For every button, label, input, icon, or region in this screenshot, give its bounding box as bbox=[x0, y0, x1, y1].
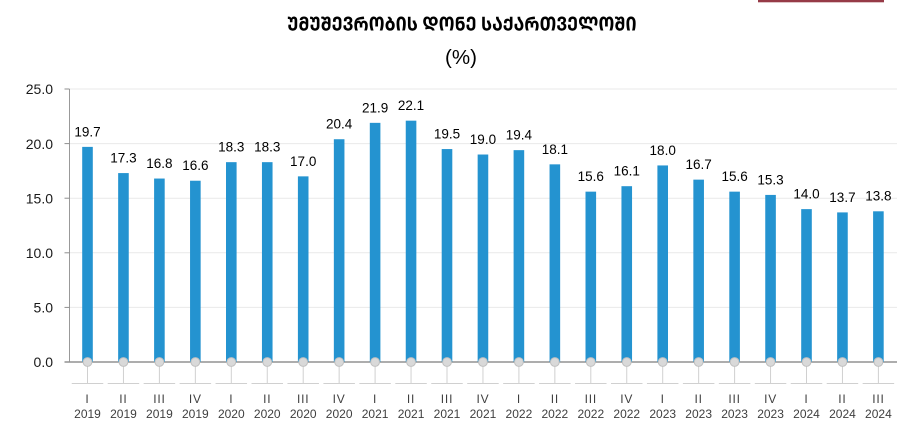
svg-text:2024: 2024 bbox=[865, 407, 892, 421]
svg-text:2019: 2019 bbox=[182, 407, 209, 421]
svg-text:20.0: 20.0 bbox=[26, 136, 53, 152]
svg-text:2020: 2020 bbox=[254, 407, 281, 421]
svg-text:2023: 2023 bbox=[649, 407, 676, 421]
svg-text:IV: IV bbox=[620, 392, 633, 406]
svg-text:13.7: 13.7 bbox=[829, 190, 855, 205]
svg-text:17.3: 17.3 bbox=[110, 150, 136, 165]
svg-text:2021: 2021 bbox=[470, 407, 497, 421]
svg-text:20.4: 20.4 bbox=[326, 117, 353, 132]
svg-text:IV: IV bbox=[764, 392, 777, 406]
svg-text:19.7: 19.7 bbox=[74, 124, 100, 139]
svg-text:II: II bbox=[838, 392, 846, 406]
svg-text:III: III bbox=[153, 392, 165, 406]
svg-text:19.4: 19.4 bbox=[506, 128, 533, 143]
svg-text:2020: 2020 bbox=[326, 407, 353, 421]
svg-text:19.5: 19.5 bbox=[434, 126, 460, 141]
svg-text:2021: 2021 bbox=[434, 407, 461, 421]
svg-text:2021: 2021 bbox=[362, 407, 389, 421]
svg-text:I: I bbox=[85, 392, 89, 406]
svg-text:2019: 2019 bbox=[74, 407, 101, 421]
svg-text:IV: IV bbox=[333, 392, 346, 406]
svg-text:II: II bbox=[263, 392, 271, 406]
svg-text:14.0: 14.0 bbox=[793, 187, 819, 202]
svg-text:I: I bbox=[229, 392, 233, 406]
svg-text:2022: 2022 bbox=[577, 407, 604, 421]
svg-text:2023: 2023 bbox=[757, 407, 784, 421]
svg-text:18.3: 18.3 bbox=[254, 140, 280, 155]
svg-text:III: III bbox=[872, 392, 884, 406]
svg-text:III: III bbox=[297, 392, 309, 406]
svg-text:II: II bbox=[551, 392, 559, 406]
svg-text:2023: 2023 bbox=[721, 407, 748, 421]
svg-text:II: II bbox=[119, 392, 127, 406]
svg-text:2022: 2022 bbox=[613, 407, 640, 421]
svg-text:2021: 2021 bbox=[398, 407, 425, 421]
svg-text:19.0: 19.0 bbox=[470, 132, 496, 147]
svg-text:III: III bbox=[441, 392, 453, 406]
svg-text:IV: IV bbox=[476, 392, 489, 406]
svg-text:III: III bbox=[728, 392, 740, 406]
svg-text:18.1: 18.1 bbox=[542, 142, 568, 157]
svg-text:2022: 2022 bbox=[541, 407, 568, 421]
svg-text:I: I bbox=[517, 392, 521, 406]
svg-text:15.6: 15.6 bbox=[578, 169, 604, 184]
svg-text:17.0: 17.0 bbox=[290, 154, 316, 169]
svg-text:2022: 2022 bbox=[506, 407, 533, 421]
svg-text:IV: IV bbox=[189, 392, 202, 406]
svg-text:13.8: 13.8 bbox=[865, 189, 891, 204]
svg-text:16.7: 16.7 bbox=[686, 157, 712, 172]
svg-text:2019: 2019 bbox=[146, 407, 173, 421]
svg-text:2024: 2024 bbox=[793, 407, 820, 421]
svg-text:16.1: 16.1 bbox=[614, 164, 640, 179]
svg-text:15.6: 15.6 bbox=[721, 169, 747, 184]
svg-text:22.1: 22.1 bbox=[398, 98, 424, 113]
svg-text:2024: 2024 bbox=[829, 407, 856, 421]
svg-text:15.0: 15.0 bbox=[26, 190, 53, 206]
svg-text:2023: 2023 bbox=[685, 407, 712, 421]
svg-text:18.3: 18.3 bbox=[218, 140, 244, 155]
svg-text:5.0: 5.0 bbox=[34, 300, 54, 316]
svg-text:21.9: 21.9 bbox=[362, 100, 388, 115]
svg-text:II: II bbox=[407, 392, 415, 406]
svg-text:2020: 2020 bbox=[290, 407, 317, 421]
svg-text:15.3: 15.3 bbox=[757, 172, 783, 187]
svg-text:I: I bbox=[373, 392, 377, 406]
svg-text:(%): (%) bbox=[445, 46, 477, 69]
svg-text:II: II bbox=[695, 392, 703, 406]
svg-text:10.0: 10.0 bbox=[26, 245, 53, 261]
svg-text:18.0: 18.0 bbox=[650, 143, 676, 158]
svg-text:I: I bbox=[804, 392, 808, 406]
svg-text:16.6: 16.6 bbox=[182, 158, 208, 173]
svg-text:16.8: 16.8 bbox=[146, 156, 172, 171]
svg-text:0.0: 0.0 bbox=[34, 354, 54, 370]
svg-text:2019: 2019 bbox=[110, 407, 137, 421]
svg-text:III: III bbox=[585, 392, 597, 406]
svg-text:25.0: 25.0 bbox=[26, 81, 53, 97]
svg-text:2020: 2020 bbox=[218, 407, 245, 421]
svg-text:I: I bbox=[661, 392, 665, 406]
